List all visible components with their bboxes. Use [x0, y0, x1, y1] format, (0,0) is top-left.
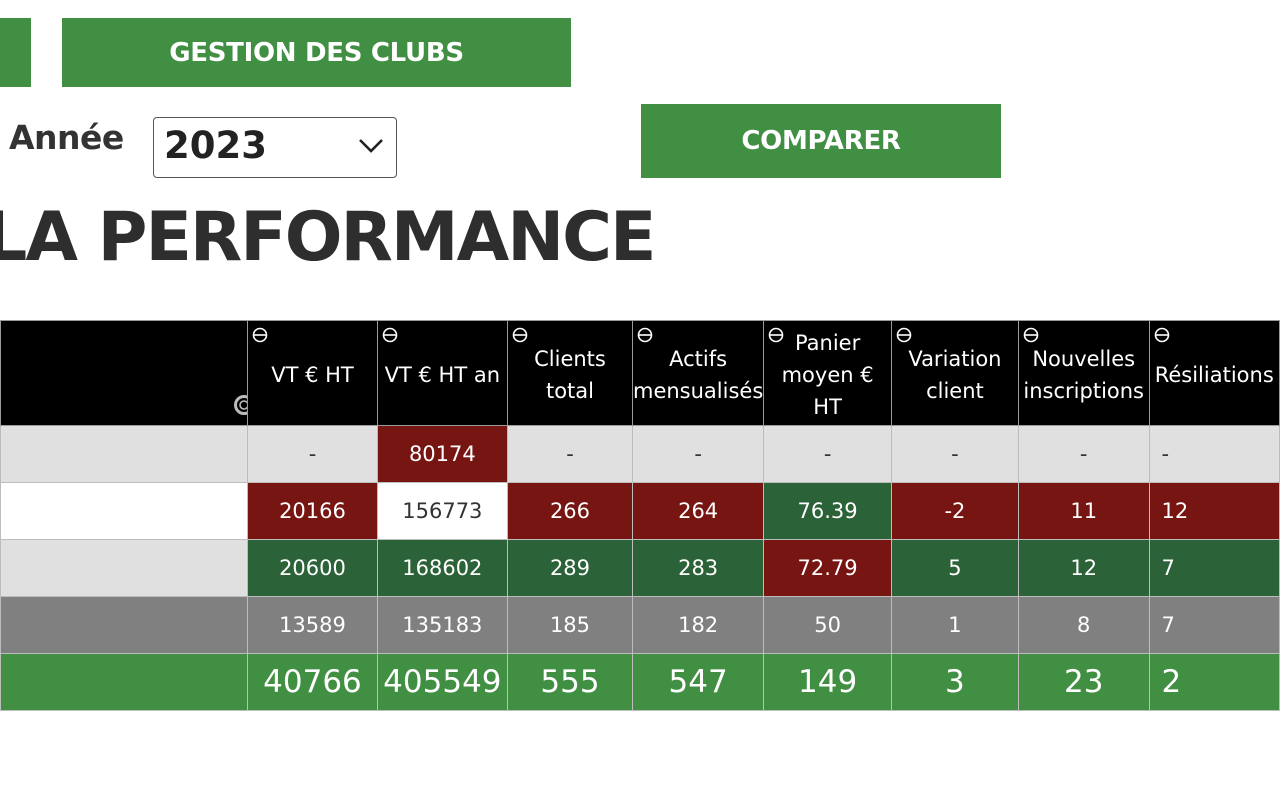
- table-row: -80174- - - - - -: [0, 425, 1280, 483]
- sort-icon[interactable]: [512, 327, 528, 343]
- column-header-label: Nouvelles inscriptions: [1023, 347, 1145, 403]
- table-cell: 80174: [376, 425, 509, 483]
- table-cell: 8: [1017, 596, 1150, 654]
- column-header-label: Résiliations: [1154, 363, 1274, 387]
- table-cell: 20600: [247, 539, 378, 597]
- column-header[interactable]: VT € HT an: [376, 320, 509, 426]
- table-cell: 40766: [247, 653, 378, 711]
- table-cell: -: [507, 425, 633, 483]
- table-cell: 20166: [247, 482, 378, 540]
- club-name-cell: [0, 425, 249, 483]
- gestion-des-clubs-button[interactable]: GESTION DES CLUBS: [62, 18, 571, 87]
- table-cell: 266: [507, 482, 633, 540]
- sort-icon[interactable]: [637, 327, 653, 343]
- table-cell: 7: [1148, 539, 1280, 597]
- page-title: LA PERFORMANCE: [0, 198, 656, 277]
- sort-icon[interactable]: [896, 327, 912, 343]
- sort-icon[interactable]: [382, 327, 398, 343]
- sort-icon[interactable]: [1023, 327, 1039, 343]
- year-select[interactable]: 2023: [153, 117, 397, 178]
- table-cell: 182: [631, 596, 765, 654]
- column-header[interactable]: Panier moyen € HT: [763, 320, 892, 426]
- table-cell: 1: [890, 596, 1019, 654]
- column-header[interactable]: Actifs mensualisés: [631, 320, 765, 426]
- table-cell: 12: [1148, 482, 1280, 540]
- table-total-row: 40766 405549 555 547 149 3 23 2: [0, 653, 1280, 711]
- club-name-cell: [0, 482, 249, 540]
- search-icon[interactable]: [232, 393, 248, 425]
- table-header-row: VT € HT VT € HT an Clients total Actifs me…: [0, 320, 1280, 426]
- club-name-cell: [0, 653, 249, 711]
- column-header-label: VT € HT: [271, 363, 354, 387]
- sort-icon[interactable]: [1154, 327, 1170, 343]
- table-cell: 405549: [376, 653, 509, 711]
- table-cell: 264: [631, 482, 765, 540]
- year-selected-value: 2023: [164, 124, 267, 167]
- table-cell: 289: [507, 539, 633, 597]
- table-cell: 283: [631, 539, 765, 597]
- table-cell: 185: [507, 596, 633, 654]
- table-cell: 555: [507, 653, 633, 711]
- column-header[interactable]: Résiliations: [1148, 320, 1280, 426]
- table-cell: 2: [1148, 653, 1280, 711]
- table-row: 20166 156773 266 264 76.39 -2 11 12: [0, 482, 1280, 540]
- column-header[interactable]: VT € HT: [247, 320, 378, 426]
- column-header[interactable]: Nouvelles inscriptions: [1017, 320, 1150, 426]
- table-cell: -: [631, 425, 765, 483]
- chevron-down-icon: [359, 139, 383, 153]
- club-name-cell: [0, 596, 249, 654]
- column-header-label: Variation client: [908, 347, 1002, 403]
- club-column-header: [0, 320, 249, 426]
- table-cell: 149: [763, 653, 892, 711]
- column-header-label: Actifs mensualisés: [632, 347, 764, 403]
- table-cell: 5: [890, 539, 1019, 597]
- performance-table-container: VT € HT VT € HT an Clients total Actifs me…: [0, 320, 1280, 712]
- sort-icon[interactable]: [252, 327, 268, 343]
- compare-button[interactable]: COMPARER: [641, 104, 1001, 178]
- compare-button-label: COMPARER: [741, 126, 901, 156]
- table-cell: 50: [763, 596, 892, 654]
- table-cell: 156773: [376, 482, 509, 540]
- table-cell: 12: [1017, 539, 1150, 597]
- nav-left-button[interactable]: [0, 18, 31, 87]
- table-cell: 76.39: [763, 482, 892, 540]
- table-cell: 23: [1017, 653, 1150, 711]
- club-name-cell: [0, 539, 249, 597]
- column-header[interactable]: Clients total: [507, 320, 633, 426]
- table-cell: -2: [890, 482, 1019, 540]
- table-cell: -: [1148, 425, 1280, 483]
- table-cell: 547: [631, 653, 765, 711]
- table-cell: 135183: [376, 596, 509, 654]
- table-cell: -: [1017, 425, 1150, 483]
- table-cell: 11: [1017, 482, 1150, 540]
- gestion-des-clubs-label: GESTION DES CLUBS: [169, 37, 464, 68]
- table-cell: 13589: [247, 596, 378, 654]
- column-header-label: VT € HT an: [384, 363, 501, 387]
- table-row: 13589 135183 185 182 50 1 8 7: [0, 596, 1280, 654]
- table-cell: 72.79: [763, 539, 892, 597]
- column-header-label: Panier moyen € HT: [781, 331, 874, 419]
- table-cell: 7: [1148, 596, 1280, 654]
- table-cell: -: [247, 425, 378, 483]
- table-cell: -: [890, 425, 1019, 483]
- table-cell: 168602: [376, 539, 509, 597]
- table-row: 20600 168602 289 283 72.79 5 12 7: [0, 539, 1280, 597]
- table-cell: -: [763, 425, 892, 483]
- column-header-label: Clients total: [534, 347, 606, 403]
- column-header[interactable]: Variation client: [890, 320, 1019, 426]
- table-cell: 3: [890, 653, 1019, 711]
- year-label: Année: [9, 118, 124, 157]
- sort-icon[interactable]: [768, 327, 784, 343]
- performance-table: VT € HT VT € HT an Clients total Actifs me…: [0, 320, 1280, 711]
